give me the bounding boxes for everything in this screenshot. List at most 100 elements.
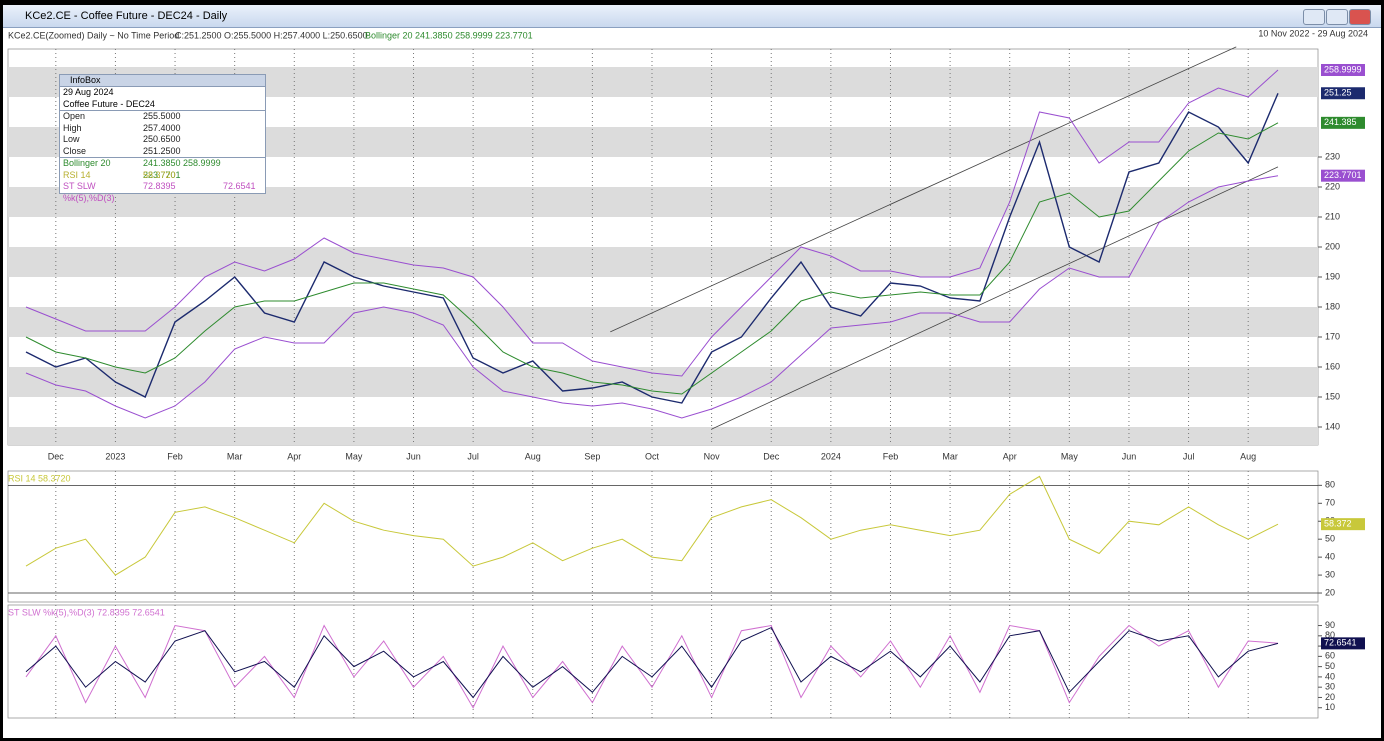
series-line [25,175,1279,419]
x-tick-label: Apr [1003,451,1017,461]
y-tick-label: 30 [1325,569,1335,579]
infobox-value: 251.2500 [143,145,181,156]
infobox-value: 72.8395 [143,181,176,191]
y-tick-label: 150 [1325,391,1340,401]
value-tag-label: 258.9999 [1324,64,1362,74]
infobox-name: Coffee Future - DEC24 [60,99,265,111]
infobox-row: Close 251.2500 [60,146,265,158]
x-tick-label: Mar [227,451,243,461]
y-tick-label: 190 [1325,271,1340,281]
title-bar: KCe2.CE - Coffee Future - DEC24 - Daily [3,5,1381,28]
value-tag [1321,87,1365,100]
y-tick-label: 50 [1325,534,1335,544]
x-tick-label: Dec [48,451,65,461]
series-line [25,626,1279,699]
infobox-label: Low [63,134,80,144]
x-tick-label: Aug [1240,451,1256,461]
x-tick-label: May [345,451,363,461]
channel-line [711,166,1279,430]
x-tick-label: Feb [167,451,183,461]
x-tick-label: Jun [406,451,421,461]
minimize-button[interactable] [1303,9,1325,25]
x-tick-label: Apr [287,451,301,461]
infobox-label: RSI 14 [63,169,91,180]
date-range: 10 Nov 2022 - 29 Aug 2024 [1258,28,1368,38]
grid-band [8,247,1318,277]
infobox-label: Close [63,145,87,156]
y-tick-label: 20 [1325,587,1335,597]
infobox-row: Bollinger 20 241.3850 258.9999 223.7701 [60,157,265,180]
series-line-bollinger-20 [25,122,1279,395]
y-tick-label: 180 [1325,301,1340,311]
panel-frame [7,470,1319,603]
x-tick-label: Oct [645,451,660,461]
infobox-rows: Open 255.5000 High 257.4000 Low 250.6500 Close… [60,111,265,203]
value-tag-label: 223.7701 [1324,170,1362,180]
y-tick-label: 170 [1325,331,1340,341]
y-tick-label: 80 [1325,480,1335,490]
value-tag [1321,116,1365,129]
x-tick-label: Feb [883,451,899,461]
x-tick-label: Jul [467,451,479,461]
infobox-row: High 257.4000 [60,123,265,135]
infobox-value: 72.6541 [223,181,256,191]
x-tick-label: Aug [525,451,541,461]
y-tick-label: 30 [1325,682,1335,692]
x-tick-label: May [1061,451,1079,461]
infobox-value: 255.5000 [143,111,181,121]
value-tag [1321,64,1365,77]
header-symbol: KCe2.CE(Zoomed) Daily ~ No Time Period [8,30,179,40]
y-tick-label: 60 [1325,651,1335,661]
y-tick-label: 90 [1325,620,1335,630]
infobox-label: High [63,122,82,133]
y-tick-label: 50 [1325,661,1335,671]
close-button[interactable] [1349,9,1371,25]
x-tick-label: 2024 [821,451,841,461]
infobox-value: 58.3720 [143,169,176,180]
infobox-value: 241.3850 258.9999 223.7701 [143,158,221,180]
x-tick-label: Jun [1122,451,1137,461]
value-tag-label: 72.6541 [1324,638,1357,648]
y-tick-label: 70 [1325,498,1335,508]
y-tick-label: 40 [1325,671,1335,681]
grid-band [8,427,1318,445]
y-tick-label: 10 [1325,702,1335,712]
y-tick-label: 80 [1325,630,1335,640]
grid-band [8,307,1318,337]
infobox-row: ST SLW %k(5),%D(3) 72.8395 72.6541 [60,181,265,203]
infobox-value: 250.6500 [143,134,181,144]
value-tag-label: 251.25 [1324,88,1352,98]
infobox-label: Open [63,111,86,121]
infobox-date: 29 Aug 2024 [63,87,114,97]
header-ohlc: C:251.2500 O:255.5000 H:257.4000 L:250.6… [175,30,368,40]
x-tick-label: Sep [584,451,600,461]
value-tag-label: 58.372 [1324,519,1352,529]
series-line [25,624,1279,709]
series-line-close [25,93,1279,404]
infobox-label: ST SLW %k(5),%D(3) [63,181,115,203]
y-tick-label: 140 [1325,421,1340,431]
maximize-button[interactable] [1326,9,1348,25]
infobox-row: Low 250.6500 [60,134,265,146]
x-tick-label: Jul [1183,451,1195,461]
y-tick-label: 230 [1325,151,1340,161]
y-tick-label: 210 [1325,211,1340,221]
header-bollinger: Bollinger 20 241.3850 258.9999 223.7701 [365,30,533,40]
x-tick-label: Mar [942,451,958,461]
infobox-label: Bollinger 20 [63,158,111,168]
value-tag [1321,518,1365,531]
value-tag-label: 241.385 [1324,117,1357,127]
series-line [25,475,1279,576]
channel-line [610,46,1237,333]
window-title: KCe2.CE - Coffee Future - DEC24 - Daily [25,10,228,22]
infobox: InfoBox 29 Aug 2024 Coffee Future - DEC2… [59,74,266,203]
value-tag [1321,637,1365,650]
panel-title: ST SLW %k(5),%D(3) 72.8395 72.6541 [8,607,165,617]
infobox-title: InfoBox [60,75,265,87]
series-line [25,69,1279,377]
infobox-row: Open 255.5000 [60,111,265,123]
window: KCe2.CE - Coffee Future - DEC24 - Daily … [3,5,1381,738]
x-tick-label: Nov [704,451,721,461]
value-tag [1321,169,1365,182]
